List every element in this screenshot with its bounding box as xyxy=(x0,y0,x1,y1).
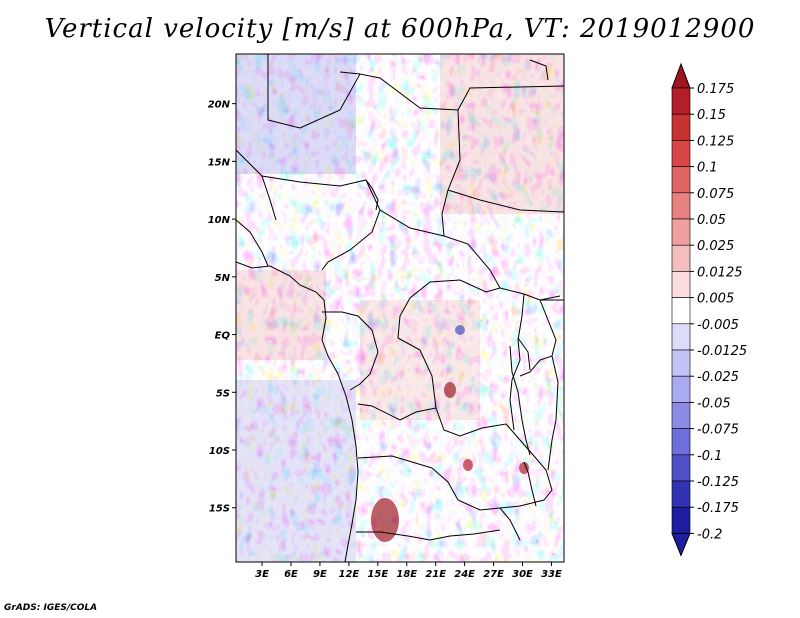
lat-tick-label: EQ xyxy=(215,331,231,342)
lon-tick-label: 27E xyxy=(483,569,504,580)
lat-tick-label: 5N xyxy=(215,273,231,284)
colorbar-swatch xyxy=(671,218,691,246)
colorbar-label: 0.15 xyxy=(697,108,726,123)
lon-tick-label: 21E xyxy=(425,569,446,580)
lat-tick-label: 20N xyxy=(208,100,231,111)
vertical-velocity-field xyxy=(236,54,564,562)
colorbar-label: 0.0125 xyxy=(697,265,743,280)
country-borders xyxy=(236,54,564,562)
lon-tick-label: 18E xyxy=(396,569,417,580)
grads-credit: GrADS: IGES/COLA xyxy=(4,603,98,613)
colorbar-label: -0.125 xyxy=(697,475,739,490)
colorbar-label: -0.0125 xyxy=(697,344,747,359)
lon-tick-label: 30E xyxy=(512,569,533,580)
colorbar-swatch xyxy=(671,480,691,508)
latitude-axis: 20N 15N 10N 5N EQ 5S 10S 15S xyxy=(208,100,236,515)
chart-title: Vertical velocity [m/s] at 600hPa, VT: 2… xyxy=(44,14,756,44)
lon-tick-label: 9E xyxy=(313,569,327,580)
colorbar-label: 0.1 xyxy=(697,161,718,176)
lon-tick-label: 33E xyxy=(541,569,562,580)
colorbar-swatch xyxy=(671,506,691,534)
colorbar-swatch xyxy=(671,428,691,456)
colorbar-swatch xyxy=(671,297,691,325)
colorbar-label: -0.005 xyxy=(697,318,739,333)
lon-tick-label: 12E xyxy=(338,569,359,580)
lon-tick-label: 6E xyxy=(284,569,298,580)
colorbar-label: 0.005 xyxy=(697,292,734,307)
plot-frame xyxy=(235,53,565,563)
colorbar-label: 0.025 xyxy=(697,239,734,254)
colorbar-swatch xyxy=(671,140,691,167)
lat-tick-label: 15S xyxy=(209,504,230,515)
lat-tick-label: 10N xyxy=(208,215,231,226)
lat-tick-label: 15N xyxy=(208,157,231,168)
lon-tick-label: 15E xyxy=(367,569,388,580)
colorbar-swatch xyxy=(671,349,691,377)
colorbar-label: -0.05 xyxy=(697,396,731,411)
colorbar-label: -0.1 xyxy=(697,449,722,464)
colorbar-swatch xyxy=(671,402,691,429)
colorbar-label: 0.125 xyxy=(697,134,734,149)
colorbar-label: 0.175 xyxy=(697,82,734,97)
colorbar-swatch xyxy=(671,87,691,115)
lon-tick-label: 24E xyxy=(454,569,475,580)
colorbar: 0.175 0.15 0.125 0.1 0.075 0.05 0.025 0.0125 0.0… xyxy=(671,62,747,557)
colorbar-swatch xyxy=(671,244,691,272)
colorbar-swatch xyxy=(671,323,691,351)
colorbar-label: -0.075 xyxy=(697,423,739,438)
colorbar-top-cap xyxy=(671,62,691,89)
colorbar-label: 0.05 xyxy=(697,213,726,228)
colorbar-swatch xyxy=(671,113,691,141)
colorbar-label: -0.2 xyxy=(697,527,722,542)
colorbar-label: 0.075 xyxy=(697,187,734,202)
colorbar-swatch xyxy=(671,271,691,298)
longitude-axis: 3E 6E 9E 12E 15E 18E 21E 24E 27E 30E 33E xyxy=(255,562,562,580)
colorbar-swatch xyxy=(671,454,691,482)
lon-tick-label: 3E xyxy=(255,569,269,580)
colorbar-swatch xyxy=(671,166,691,194)
colorbar-swatch xyxy=(671,375,691,403)
colorbar-bottom-cap xyxy=(671,532,691,557)
colorbar-swatch xyxy=(671,192,691,220)
lat-tick-label: 10S xyxy=(209,446,230,457)
colorbar-label: -0.175 xyxy=(697,501,739,516)
colorbar-label: -0.025 xyxy=(697,370,739,385)
lat-tick-label: 5S xyxy=(216,388,230,399)
